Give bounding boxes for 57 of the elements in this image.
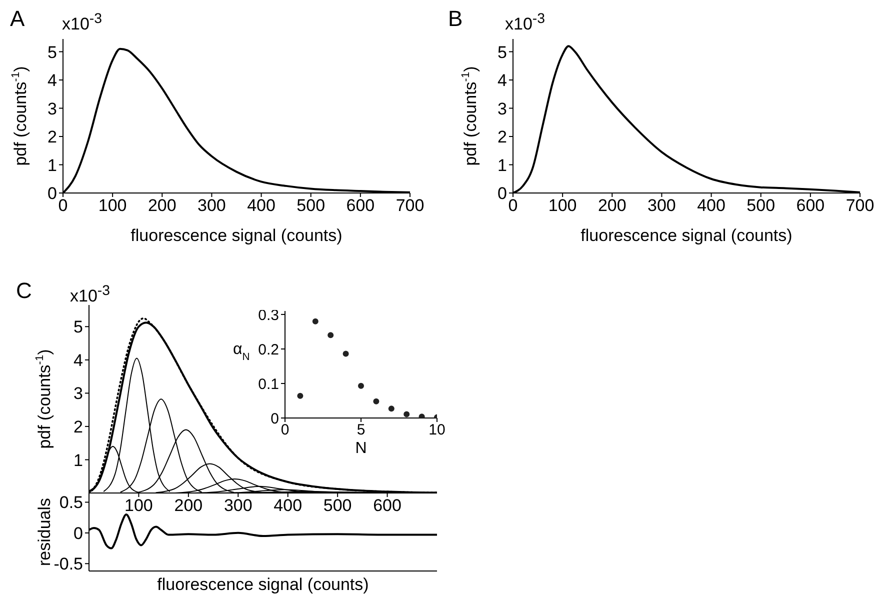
x-tick-label: 500: [323, 496, 352, 516]
annotation: x10$^{-3}$: [70, 283, 110, 306]
x-tick-label: 300: [224, 496, 252, 516]
x-tick-label: 300: [198, 196, 226, 216]
y-tick-label: 0: [74, 524, 83, 543]
y-tick-label: 3: [74, 384, 83, 404]
y-tick-label: 1: [498, 156, 507, 175]
x-tick-label: 700: [396, 196, 424, 216]
x-tick-label: 100: [98, 196, 127, 216]
y-tick-label: 5: [74, 318, 83, 337]
x-axis-title: N: [355, 440, 367, 457]
y-tick-label: 3: [48, 99, 57, 118]
y-tick-label: 3: [498, 99, 507, 118]
y-tick-label: 1: [74, 450, 83, 470]
y-tick-label: 5: [498, 42, 507, 62]
x-tick-label: 600: [346, 196, 375, 216]
x-tick-label: 400: [247, 196, 276, 216]
x-tick-label: 300: [648, 196, 676, 216]
y-tick-label: 0: [48, 184, 57, 204]
x-tick-label: 200: [148, 196, 176, 216]
x-tick-label: 500: [296, 196, 326, 216]
y-axis-title: residuals: [35, 498, 54, 566]
chart-title: A: [10, 6, 25, 31]
x-axis-title: fluorescence signal (counts): [580, 226, 792, 245]
x-tick-label: 5: [356, 422, 366, 439]
x-axis-title: fluorescence signal (counts): [157, 575, 369, 594]
y-tick-label: -0.5: [54, 554, 83, 574]
x-tick-label: 100: [124, 496, 153, 516]
y-tick-label: 0: [270, 410, 279, 428]
text: x10$^{-3}$: [62, 11, 102, 34]
x-axis-title: fluorescence signal (counts): [130, 226, 342, 245]
y-axis-title: α$_{N}$: [233, 340, 250, 362]
y-tick-label: 2: [74, 417, 83, 436]
x-tick-label: 400: [274, 496, 302, 516]
chart-title: B: [448, 6, 463, 31]
y-tick-label: 5: [48, 42, 57, 62]
y-tick-label: 4: [74, 350, 83, 370]
x-tick-label: 200: [174, 496, 203, 516]
x-tick-label: 200: [598, 196, 626, 216]
y-tick-label: 2: [498, 128, 507, 147]
text: x10$^{-3}$: [505, 11, 546, 34]
y-tick-label: 1: [48, 156, 57, 175]
x-tick-label: 600: [796, 196, 825, 216]
chart-title: C: [16, 278, 32, 303]
y-tick-label: 0.5: [59, 493, 83, 512]
x-tick-label: 400: [697, 196, 726, 216]
y-tick-label: 4: [498, 71, 507, 90]
y-tick-label: 0.1: [258, 376, 279, 393]
y-tick-label: 0.2: [258, 341, 279, 358]
y-tick-label: 2: [48, 128, 57, 147]
x-tick-label: 10: [428, 422, 446, 439]
x-tick-label: 100: [548, 196, 577, 216]
x-tick-label: 500: [746, 196, 776, 216]
y-tick-label: 0: [498, 184, 507, 204]
x-tick-label: 600: [373, 496, 402, 516]
x-tick-label: 700: [846, 196, 874, 216]
y-tick-label: 4: [48, 71, 57, 90]
